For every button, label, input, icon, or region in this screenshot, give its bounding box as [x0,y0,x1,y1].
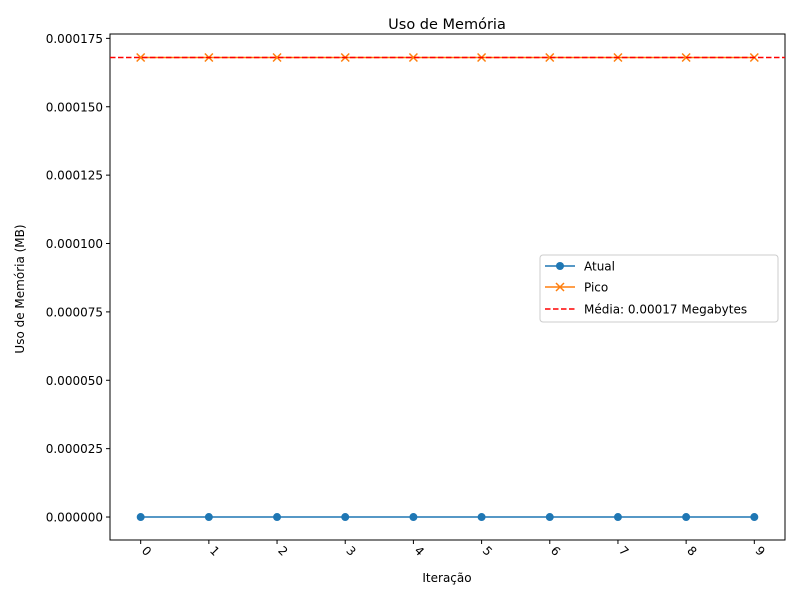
data-point-atual [750,513,759,522]
data-point-atual [545,513,554,522]
y-tick-label: 0.000050 [46,374,103,388]
data-point-atual [341,513,350,522]
y-tick-label: 0.000175 [46,32,103,46]
data-point-atual [409,513,418,522]
legend-media-label: Média: 0.00017 Megabytes [584,303,747,317]
y-axis-title: Uso de Memória (MB) [13,224,27,353]
data-point-pico [545,52,555,63]
data-point-pico [408,52,418,63]
y-tick-label: 0.000075 [46,305,103,319]
y-tick-label: 0.000025 [46,442,103,456]
x-axis-title: Iteração [422,571,471,585]
legend-pico-label: Pico [584,281,608,295]
axes-frame [109,33,786,541]
y-tick-label: 0.000000 [46,511,103,525]
data-point-pico [272,52,282,63]
data-point-atual [613,513,622,522]
data-point-pico [136,52,146,63]
legend: Atual Pico Média: 0.00017 Megabytes [539,254,779,323]
data-point-atual [682,513,691,522]
y-tick-label: 0.000100 [46,237,103,251]
y-tick-label: 0.000150 [46,100,103,114]
data-point-atual [477,513,486,522]
data-point-atual [204,513,213,522]
legend-atual-marker [556,262,564,270]
legend-pico-marker [555,282,565,292]
chart-title: Uso de Memória [388,17,506,33]
data-point-atual [136,513,145,522]
legend-atual-label: Atual [584,260,615,274]
y-tick-label: 0.000125 [46,169,103,183]
data-point-atual [273,513,282,522]
legend-box [539,254,779,323]
